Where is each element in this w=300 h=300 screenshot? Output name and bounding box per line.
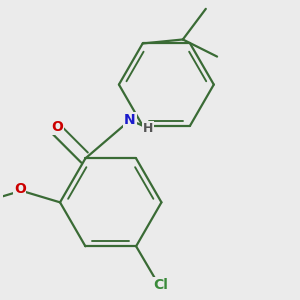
- Text: N: N: [124, 113, 136, 127]
- Text: O: O: [14, 182, 26, 196]
- Text: Cl: Cl: [154, 278, 168, 292]
- Text: H: H: [143, 122, 153, 135]
- Text: O: O: [51, 120, 63, 134]
